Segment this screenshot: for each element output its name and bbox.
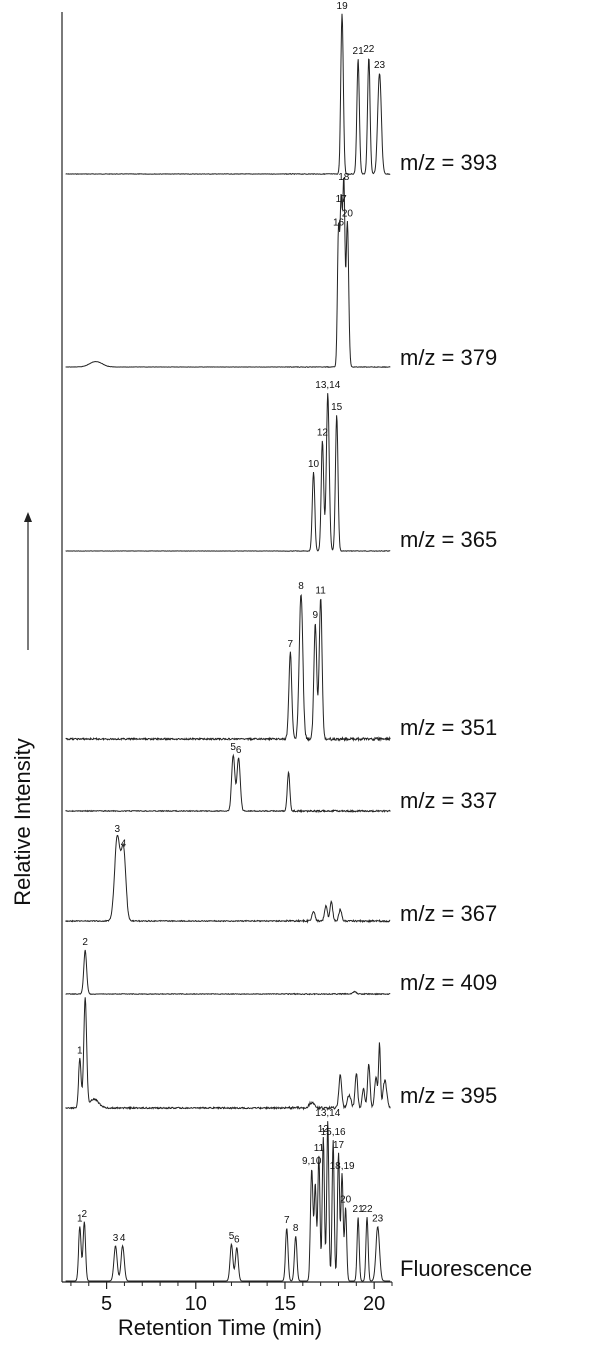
peak-label: 6 — [236, 745, 242, 756]
peak-label: 9,10 — [302, 1156, 322, 1167]
peak-label: 20 — [342, 208, 354, 219]
peak-label: 3 — [113, 1233, 119, 1244]
peak-label: 10 — [308, 459, 320, 470]
peak-label: 4 — [121, 838, 127, 849]
peak-label: 7 — [288, 639, 294, 650]
trace-line — [65, 949, 391, 996]
trace-group — [65, 13, 391, 1282]
trace-label-group: m/z = 393 m/z = 379 m/z = 365 m/z = 351 m/z … — [400, 150, 532, 1281]
trace-label: m/z = 393 — [400, 150, 497, 175]
peak-label: 17 — [333, 1140, 345, 1151]
peak-label: 6 — [234, 1234, 240, 1245]
peak-label: 11 — [315, 585, 326, 596]
peak-label: 21 — [353, 1204, 365, 1215]
peak-label: 4 — [120, 1233, 126, 1244]
peak-label: 20 — [340, 1194, 352, 1205]
trace-label: m/z = 379 — [400, 345, 497, 370]
peak-label: 15,16 — [321, 1127, 346, 1138]
peak-label: 3 — [115, 824, 121, 835]
peak-label: 5 — [230, 742, 236, 753]
trace-label: m/z = 395 — [400, 1083, 497, 1108]
trace-label: m/z = 351 — [400, 715, 497, 740]
trace-label: m/z = 365 — [400, 527, 497, 552]
peak-label: 23 — [372, 1214, 384, 1225]
peak-label: 18 — [338, 172, 350, 183]
peak-label: 1 — [77, 1046, 83, 1057]
peak-label: 16 — [333, 218, 345, 229]
peak-label: 8 — [298, 581, 304, 592]
intensity-arrow-head — [24, 512, 32, 522]
trace-line — [65, 176, 391, 368]
peak-label: 7 — [284, 1215, 290, 1226]
trace-line — [65, 1121, 391, 1282]
peak-label: 12 — [318, 1124, 330, 1135]
trace-label: m/z = 367 — [400, 901, 497, 926]
peak-label: 1 — [77, 1214, 83, 1225]
x-axis-title: Retention Time (min) — [118, 1315, 322, 1340]
trace-line — [65, 834, 391, 924]
y-axis-title: Relative Intensity — [10, 738, 35, 906]
trace-label: m/z = 409 — [400, 970, 497, 995]
peak-label: 2 — [82, 1209, 88, 1220]
peak-label: 12 — [317, 427, 329, 438]
x-tick-label: 5 — [101, 1293, 112, 1315]
x-axis-ticks: 5 10 15 20 — [70, 1282, 393, 1315]
trace-line — [65, 753, 391, 814]
trace-line — [65, 13, 391, 176]
trace-line — [65, 594, 391, 743]
peak-label: 13,14 — [315, 1108, 340, 1119]
trace-label: Fluorescence — [400, 1256, 532, 1281]
trace-line — [65, 997, 391, 1111]
trace-line — [65, 393, 391, 552]
peak-label: 8 — [293, 1223, 299, 1234]
peak-label: 21 — [353, 46, 365, 57]
peak-label: 5 — [229, 1231, 235, 1242]
peak-label: 17 — [336, 194, 348, 205]
x-tick-label: 15 — [274, 1293, 296, 1315]
trace-label: m/z = 337 — [400, 788, 497, 813]
peak-label: 13,14 — [315, 380, 340, 391]
peak-label: 9 — [313, 610, 319, 621]
peak-label: 18,19 — [330, 1161, 355, 1172]
peak-label: 2 — [82, 937, 88, 948]
peak-label: 23 — [374, 60, 386, 71]
x-tick-label: 10 — [185, 1293, 207, 1315]
x-tick-label: 20 — [363, 1293, 385, 1315]
peak-label: 22 — [361, 1204, 373, 1215]
peak-label: 19 — [337, 1, 349, 12]
peak-label: 22 — [363, 44, 375, 55]
peak-label: 15 — [331, 402, 343, 413]
peak-label: 11 — [314, 1143, 325, 1154]
